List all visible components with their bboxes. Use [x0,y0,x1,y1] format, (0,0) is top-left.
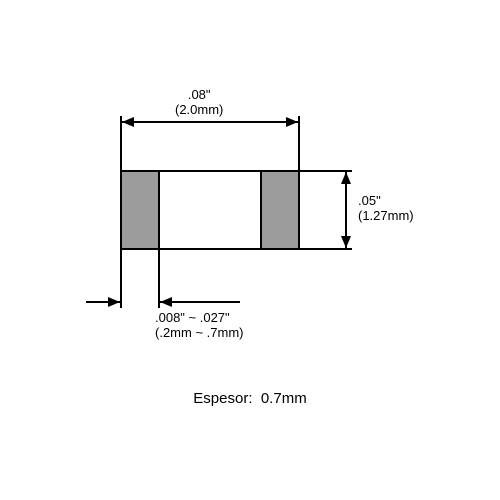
endcap-arrow-to-right-ext [160,297,172,307]
diagram-stage: .08" (2.0mm) .05" (1.27mm) .008" ~ .027"… [0,0,500,500]
height-arrow-down [341,236,351,248]
caption-value: 0.7mm [261,390,307,407]
endcap-right [260,170,300,250]
height-arrow-up [341,172,351,184]
height-metric: (1.27mm) [358,208,414,223]
thickness-caption: Espesor: 0.7mm [0,390,500,407]
width-dim-line [122,121,298,123]
endcap-imperial: .008" ~ .027" [155,310,230,325]
height-imperial: .05" [358,193,381,208]
width-dim-text: .08" (2.0mm) [175,88,223,118]
width-imperial: .08" [188,87,211,102]
width-ext-right [298,116,300,170]
endcap-ext-left [120,250,122,308]
endcap-dim-text: .008" ~ .027" (.2mm ~ .7mm) [155,311,243,341]
width-metric: (2.0mm) [175,102,223,117]
height-dim-text: .05" (1.27mm) [358,194,414,224]
height-ext-bottom [300,248,352,250]
endcap-arrow-to-left-ext [108,297,120,307]
width-arrow-left [122,117,134,127]
endcap-line-right [160,301,240,303]
width-arrow-right [286,117,298,127]
endcap-metric: (.2mm ~ .7mm) [155,325,243,340]
caption-label: Espesor: [193,390,252,407]
endcap-left [120,170,160,250]
